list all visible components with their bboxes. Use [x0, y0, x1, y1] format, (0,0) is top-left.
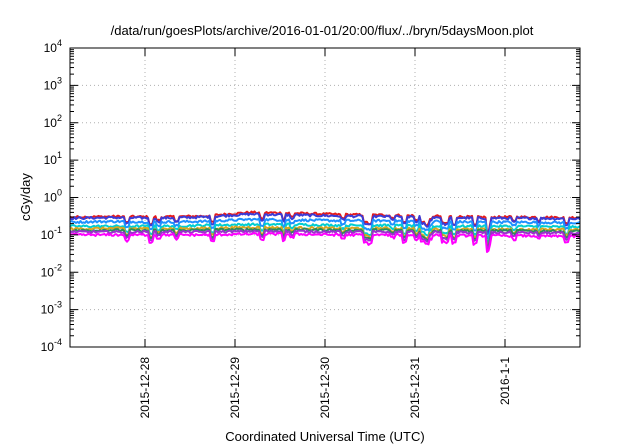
x-tick-label: 2015-12-30 — [318, 357, 332, 419]
y-axis-ticks: 10-4 10-3 10-2 10-1 100 101 102 103 104 — [41, 38, 580, 354]
y-tick-label: 10-2 — [41, 262, 62, 279]
x-axis-ticks: 2015-12-28 2015-12-29 2015-12-30 2015-12-31… — [138, 48, 512, 418]
y-tick-label: 102 — [44, 113, 62, 130]
y-tick-label: 100 — [44, 188, 62, 205]
x-axis-label: Coordinated Universal Time (UTC) — [225, 429, 424, 444]
y-tick-label: 101 — [44, 150, 62, 167]
y-tick-label: 103 — [44, 75, 62, 92]
x-tick-label: 2015-12-29 — [228, 357, 242, 419]
series-line-2 — [69, 212, 581, 236]
y-tick-label: 10-4 — [41, 337, 62, 354]
y-tick-label: 10-1 — [41, 225, 62, 242]
grid-lines — [70, 48, 580, 347]
y-tick-label: 104 — [44, 38, 62, 55]
data-series — [69, 210, 581, 253]
chart-title: /data/run/goesPlots/archive/2016-01-01/2… — [111, 23, 534, 38]
x-tick-label: 2015-12-31 — [408, 357, 422, 419]
y-tick-label: 10-3 — [41, 300, 62, 317]
y-axis-label: cGy/day — [18, 173, 33, 221]
series-line-4 — [69, 222, 581, 244]
series-line-7 — [69, 229, 581, 250]
series-line-3 — [69, 217, 581, 240]
series-line-8 — [69, 232, 581, 253]
x-tick-label: 2015-12-28 — [138, 357, 152, 419]
x-tick-label: 2016-1-1 — [498, 357, 512, 405]
